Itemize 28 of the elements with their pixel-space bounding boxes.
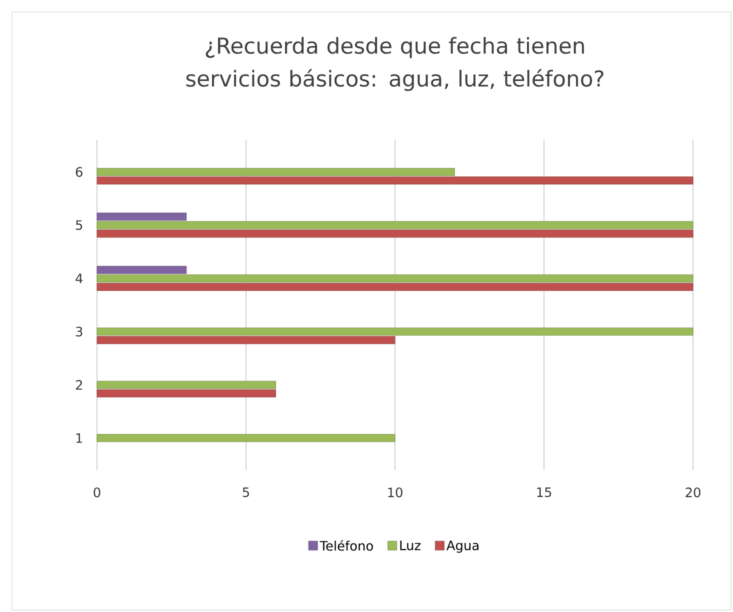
y-tick-label: 2 bbox=[76, 380, 82, 390]
bar bbox=[96, 380, 276, 389]
bar bbox=[96, 328, 694, 336]
legend-label: Agua bbox=[446, 540, 478, 553]
x-tick-label: 20 bbox=[686, 488, 700, 498]
x-tick-label: 15 bbox=[537, 488, 552, 498]
bar bbox=[96, 274, 694, 282]
y-tick-label: 1 bbox=[76, 433, 82, 443]
bar bbox=[96, 212, 187, 221]
x-tick-label: 0 bbox=[94, 488, 100, 498]
y-tick-label: 4 bbox=[76, 274, 83, 284]
bar bbox=[96, 230, 694, 238]
bar bbox=[96, 389, 276, 398]
y-tick-label: 5 bbox=[76, 220, 82, 230]
legend-label: Luz bbox=[400, 540, 420, 550]
y-tick-label: 6 bbox=[76, 167, 82, 177]
y-tick-label: 3 bbox=[76, 326, 82, 337]
bar bbox=[96, 336, 396, 344]
bar bbox=[96, 434, 396, 442]
chart-title: ¿Recuerda desde que fecha tienen servicios básicos: agua, luz, teléfono? bbox=[186, 36, 604, 92]
bar bbox=[96, 176, 694, 184]
x-tick-label: 10 bbox=[388, 488, 402, 498]
bar bbox=[96, 282, 694, 291]
legend-label: Teléfono bbox=[320, 540, 373, 551]
bar bbox=[96, 266, 187, 274]
x-tick-label: 5 bbox=[242, 488, 249, 498]
bar bbox=[96, 221, 694, 230]
bar bbox=[96, 168, 455, 176]
